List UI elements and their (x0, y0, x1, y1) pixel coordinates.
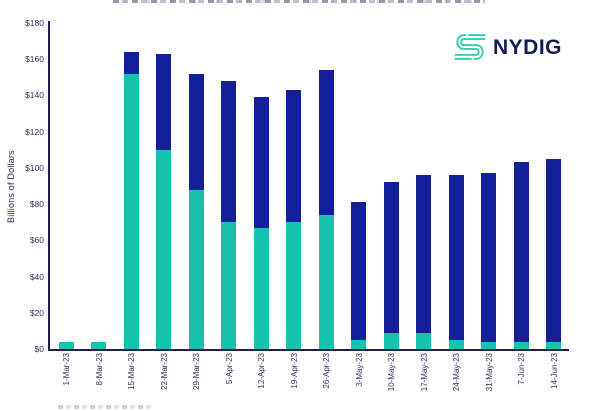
y-axis-tick-label: $180 (4, 18, 44, 28)
bar-segment-navy (546, 159, 561, 342)
bar-segment-navy (254, 97, 269, 227)
bar-segment-teal (514, 342, 529, 349)
y-axis-tick-label: $120 (4, 127, 44, 137)
bar-segment-teal (124, 74, 139, 349)
bar-segment-navy (514, 162, 529, 341)
y-axis-tick-label: $60 (4, 235, 44, 245)
x-axis-tick-label: 26-Apr-23 (322, 353, 331, 389)
bar-segment-teal (286, 222, 301, 349)
x-axis-tick-label: 15-Mar-23 (127, 353, 136, 390)
bar-segment-teal (156, 150, 171, 349)
bar-segment-teal (416, 333, 431, 349)
bar-segment-navy (124, 52, 139, 74)
x-axis-tick-label: 14-Jun-23 (550, 353, 559, 389)
y-axis-tick-label: $80 (4, 199, 44, 209)
bar-segment-teal (481, 342, 496, 349)
x-axis-tick-label: 31-May-23 (485, 353, 494, 391)
bar-segment-navy (286, 90, 301, 222)
bar-segment-teal (59, 342, 74, 349)
clipped-chart-title (113, 0, 485, 3)
bar-segment-teal (221, 222, 236, 349)
x-axis-tick-label: 19-Apr-23 (290, 353, 299, 389)
bar-segment-teal (449, 340, 464, 349)
bar-segment-teal (546, 342, 561, 349)
x-axis-tick-label: 29-Mar-23 (192, 353, 201, 390)
x-axis-tick-label: 1-Mar-23 (62, 353, 71, 385)
x-axis-tick-label: 24-May-23 (452, 353, 461, 391)
bar-segment-teal (189, 190, 204, 349)
bar-segment-teal (91, 342, 106, 349)
x-axis-tick-label: 5-Apr-23 (225, 353, 234, 384)
chart-canvas: NYDIG Billions of Dollars $0 $20 $40 $60 $80… (0, 0, 600, 411)
x-axis-tick-label: 3-May-23 (355, 353, 364, 387)
bar-segment-navy (221, 81, 236, 222)
bar-segment-navy (351, 202, 366, 340)
x-axis-tick-label: 12-Apr-23 (257, 353, 266, 389)
bar-segment-teal (384, 333, 399, 349)
nydig-logo: NYDIG (452, 29, 562, 65)
bar-segment-navy (416, 175, 431, 333)
y-axis-tick-label: $100 (4, 163, 44, 173)
x-axis-tick-label: 22-Mar-23 (160, 353, 169, 390)
bar-segment-teal (254, 228, 269, 349)
nydig-logo-text: NYDIG (493, 37, 562, 58)
bar-segment-teal (351, 340, 366, 349)
bar-segment-navy (449, 175, 464, 340)
x-axis-tick-label: 10-May-23 (387, 353, 396, 391)
nydig-logo-mark-icon (452, 29, 488, 65)
y-axis-tick-label: $20 (4, 308, 44, 318)
x-axis-tick-label: 17-May-23 (420, 353, 429, 391)
y-axis-title: Billions of Dollars (6, 150, 16, 223)
y-axis-tick-label: $0 (4, 344, 44, 354)
clipped-legend (58, 405, 152, 409)
y-axis-tick-label: $40 (4, 272, 44, 282)
bar-segment-navy (156, 54, 171, 150)
x-axis-line (48, 349, 569, 351)
y-axis-tick-label: $140 (4, 90, 44, 100)
bar-segment-navy (384, 182, 399, 332)
y-axis-tick-label: $160 (4, 54, 44, 64)
x-axis-tick-label: 8-Mar-23 (95, 353, 104, 385)
bar-segment-navy (481, 173, 496, 341)
bar-segment-navy (319, 70, 334, 215)
y-axis-line (48, 21, 50, 350)
x-axis-tick-label: 7-Jun-23 (517, 353, 526, 385)
bar-segment-teal (319, 215, 334, 349)
bar-segment-navy (189, 74, 204, 190)
